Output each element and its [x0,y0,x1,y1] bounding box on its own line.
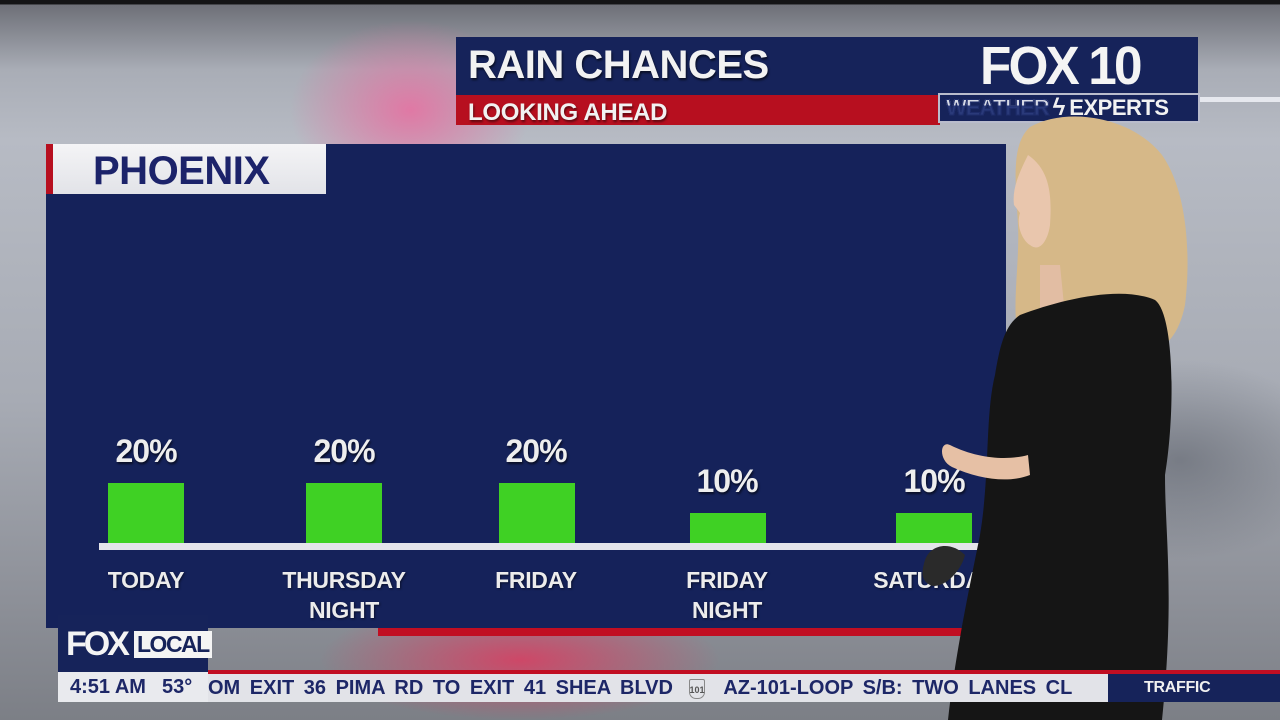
lightning-bolt-icon: ϟ [1052,94,1066,121]
bar-value: 20% [313,433,375,469]
page-subtitle: LOOKING AHEAD [468,99,668,126]
page-title: RAIN CHANCES [468,43,769,87]
clock-time: 4:51 AM [70,676,146,698]
city-tab-accent [46,144,53,194]
rain-bar [499,483,575,543]
news-ticker: OM EXIT 36 PIMA RD TO EXIT 41 SHEA BLVD … [208,674,1108,702]
ticker-accent [208,670,1280,674]
rain-bar [306,483,382,543]
bar-label: SATURDAY [873,567,995,593]
ticker-text-2: AZ-101-LOOP S/B: TWO LANES CL [723,677,1073,699]
rain-bar [896,513,972,543]
panel-bottom-accent [378,628,978,636]
bar-label: FRIDAY [495,567,577,593]
rain-bar [690,513,766,543]
chart-panel [46,144,1006,628]
bar-value: 20% [505,433,567,469]
weather-experts-badge: WEATHER ϟ EXPERTS [938,93,1200,123]
bar-label: FRIDAY NIGHT [686,567,768,623]
ticker-category-traffic: TRAFFIC [1108,674,1280,702]
fox-local-logo: FOX LOCAL [58,615,212,672]
temperature: 53° [161,676,193,698]
fox10-logo: FOX 10 [940,36,1198,96]
rain-bar [108,483,184,543]
fox-local-fox: FOX [66,625,130,663]
route-shield-icon: 101 [688,678,705,699]
letterbox-top [0,0,1280,4]
ticker-text-1: OM EXIT 36 PIMA RD TO EXIT 41 SHEA BLVD [208,677,673,699]
experts-label: EXPERTS [1069,95,1169,120]
weather-label: WEATHER [946,95,1051,121]
subtitle-bar: LOOKING AHEAD [456,95,940,126]
bar-label: THURSDAY NIGHT [282,567,406,623]
bar-label: TODAY [107,567,185,593]
fox-local-local: LOCAL [134,631,212,658]
graphic-header: RAIN CHANCES LOOKING AHEAD FOX 10 WEATHE… [456,36,1200,126]
fox10-logo-text: FOX 10 [980,36,1143,96]
city-name: PHOENIX [93,149,270,193]
bar-value: 10% [903,463,965,499]
chart-baseline [99,543,979,550]
bar-value: 10% [696,463,758,499]
header-rule [1200,97,1280,102]
ticker-time-temp: 4:51 AM 53° [58,672,208,702]
city-tab: PHOENIX [53,144,326,194]
bar-value: 20% [115,433,177,469]
title-bar: RAIN CHANCES [456,37,940,95]
